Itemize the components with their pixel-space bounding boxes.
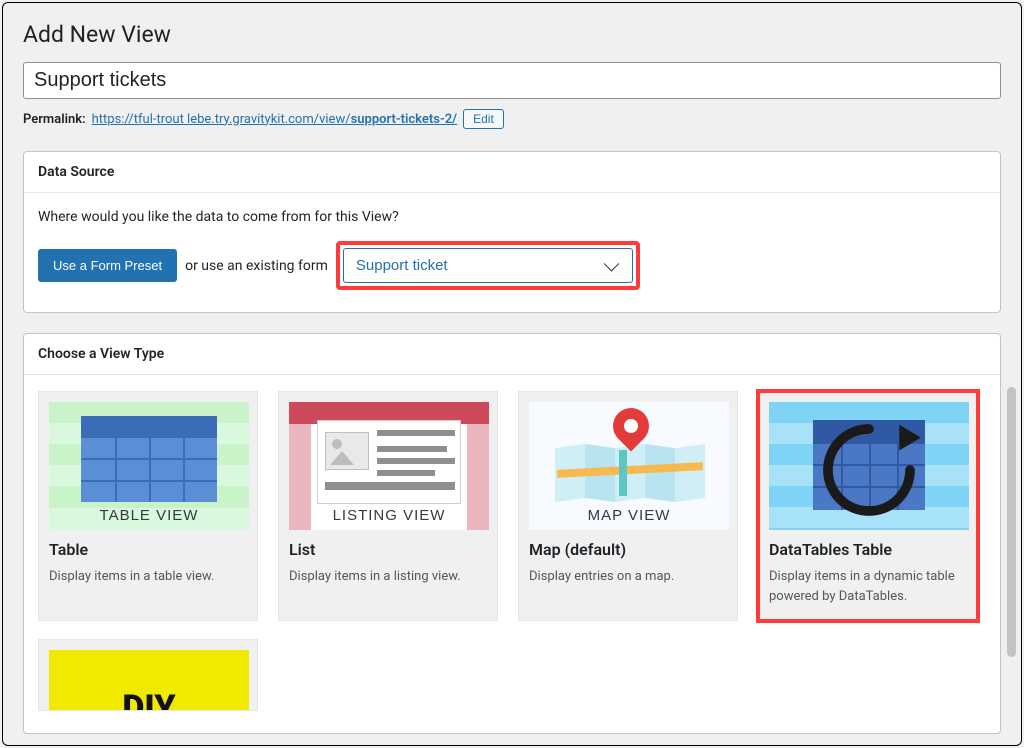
data-source-prompt: Where would you like the data to come fr… — [38, 209, 986, 225]
view-type-card-list[interactable]: LISTING VIEW List Display items in a lis… — [278, 391, 498, 621]
view-title-input[interactable] — [23, 62, 1001, 99]
page-container: Add New View Permalink: https://tful-tro… — [2, 2, 1022, 746]
card-desc: Display items in a dynamic table powered… — [769, 567, 967, 606]
datatables-thumb — [769, 402, 969, 530]
existing-form-select[interactable]: Support ticket — [343, 248, 633, 283]
page-title: Add New View — [23, 21, 1001, 48]
view-type-heading: Choose a View Type — [24, 334, 1000, 375]
permalink-link[interactable]: https://tful-trout lebe.try.gravitykit.c… — [92, 112, 457, 127]
card-desc: Display entries on a map. — [529, 567, 727, 587]
data-source-heading: Data Source — [24, 152, 1000, 193]
view-type-card-table[interactable]: TABLE VIEW Table Display items in a tabl… — [38, 391, 258, 621]
view-type-card-map[interactable]: MAP VIEW Map (default) Display entries o… — [518, 391, 738, 621]
view-type-panel: Choose a View Type TABLE VIEW Table — [23, 333, 1001, 734]
map-view-thumb: MAP VIEW — [529, 402, 729, 530]
table-view-thumb: TABLE VIEW — [49, 402, 249, 530]
listing-view-thumb: LISTING VIEW — [289, 402, 489, 530]
card-title: DataTables Table — [769, 540, 967, 559]
permalink-label: Permalink: — [23, 112, 86, 127]
refresh-icon — [815, 416, 923, 524]
card-desc: Display items in a table view. — [49, 567, 247, 587]
view-type-card-datatables[interactable]: DataTables Table Display items in a dyna… — [758, 391, 978, 621]
or-text: or use an existing form — [185, 258, 328, 274]
diy-thumb: DIY — [49, 650, 249, 710]
form-select-highlight: Support ticket — [336, 241, 640, 290]
edit-permalink-button[interactable]: Edit — [463, 109, 504, 129]
card-desc: Display items in a listing view. — [289, 567, 487, 587]
card-title: Map (default) — [529, 540, 727, 559]
permalink-row: Permalink: https://tful-trout lebe.try.g… — [23, 109, 1001, 129]
card-title: List — [289, 540, 487, 559]
use-form-preset-button[interactable]: Use a Form Preset — [38, 249, 177, 282]
map-pin-icon — [613, 408, 649, 456]
view-type-card-diy[interactable]: DIY — [38, 639, 258, 711]
data-source-panel: Data Source Where would you like the dat… — [23, 151, 1001, 313]
card-title: Table — [49, 540, 247, 559]
scrollbar-thumb[interactable] — [1007, 387, 1016, 657]
